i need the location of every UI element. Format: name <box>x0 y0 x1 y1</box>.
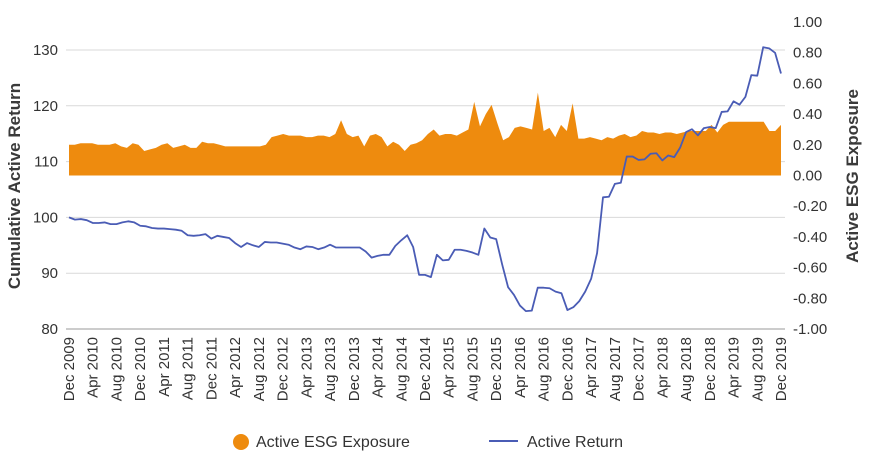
x-tick-label: Apr 2011 <box>156 337 173 397</box>
right-tick-label: 0.80 <box>793 45 822 62</box>
legend: Active ESG Exposure Active Return <box>233 434 623 451</box>
x-tick-label: Aug 2015 <box>464 337 481 401</box>
x-tick-label: Apr 2010 <box>85 337 102 398</box>
active-return-line <box>68 46 782 313</box>
left-tick-label: 130 <box>33 42 58 59</box>
right-tick-label: 0.60 <box>793 75 822 92</box>
grid-lines <box>66 49 785 330</box>
x-tick-label: Dec 2013 <box>346 337 363 401</box>
active-return-line-series <box>68 46 782 313</box>
x-tick-label: Dec 2018 <box>702 337 719 401</box>
x-tick-label: Apr 2016 <box>512 337 529 398</box>
x-axis-ticks: Dec 2009 Apr 2010 Aug 2010 Dec 2010 Apr 2011… <box>61 337 790 401</box>
left-tick-label: 90 <box>41 265 58 282</box>
x-tick-label: Aug 2012 <box>251 337 268 401</box>
x-tick-label: Apr 2018 <box>654 337 671 398</box>
esg-exposure-area-series <box>69 92 781 176</box>
right-tick-label: -0.40 <box>793 229 827 246</box>
right-axis-title: Active ESG Exposure <box>843 89 862 263</box>
right-tick-label: -0.20 <box>793 198 827 215</box>
x-tick-label: Apr 2015 <box>441 337 458 398</box>
x-tick-label: Aug 2016 <box>536 337 553 401</box>
right-tick-label: 0.40 <box>793 106 822 123</box>
left-y-axis-ticks: 80 90 100 110 120 130 <box>33 42 58 338</box>
right-y-axis-ticks: -1.00 -0.80 -0.60 -0.40 -0.20 0.00 0.20 0.40 0.6… <box>793 14 827 338</box>
x-tick-label: Dec 2016 <box>559 337 576 401</box>
esg-exposure-area <box>69 92 781 176</box>
legend-esg-swatch-icon <box>233 434 249 450</box>
x-tick-label: Aug 2014 <box>393 337 410 401</box>
left-tick-label: 120 <box>33 98 58 115</box>
right-tick-label: 1.00 <box>793 14 822 31</box>
x-tick-label: Dec 2019 <box>773 337 790 401</box>
x-tick-label: Dec 2010 <box>132 337 149 401</box>
left-axis-title: Cumulative Active Return <box>5 83 24 289</box>
x-tick-label: Apr 2017 <box>583 337 600 398</box>
right-tick-label: 0.20 <box>793 137 822 154</box>
left-tick-label: 100 <box>33 209 58 226</box>
right-tick-label: 0.00 <box>793 168 822 185</box>
left-tick-label: 110 <box>34 154 58 171</box>
x-tick-label: Aug 2019 <box>749 337 766 401</box>
x-tick-label: Apr 2014 <box>370 337 387 398</box>
x-tick-label: Apr 2013 <box>298 337 315 398</box>
left-tick-label: 80 <box>41 321 58 338</box>
x-tick-label: Dec 2015 <box>488 337 505 401</box>
x-tick-label: Dec 2009 <box>61 337 78 401</box>
right-tick-label: -0.60 <box>793 260 827 277</box>
x-tick-label: Aug 2013 <box>322 337 339 401</box>
legend-return-label: Active Return <box>527 434 623 451</box>
x-tick-label: Dec 2011 <box>203 337 220 400</box>
x-tick-label: Aug 2018 <box>678 337 695 401</box>
legend-esg-label: Active ESG Exposure <box>256 434 410 451</box>
right-tick-label: -1.00 <box>793 321 827 338</box>
x-tick-label: Apr 2019 <box>726 337 743 398</box>
x-tick-label: Dec 2017 <box>631 337 648 401</box>
right-tick-label: -0.80 <box>793 290 827 307</box>
x-tick-label: Aug 2017 <box>607 337 624 401</box>
x-tick-label: Aug 2010 <box>108 337 125 401</box>
x-tick-label: Dec 2014 <box>417 337 434 401</box>
x-tick-label: Apr 2012 <box>227 337 244 398</box>
x-tick-label: Dec 2012 <box>275 337 292 401</box>
x-tick-label: Aug 2011 <box>180 337 197 400</box>
